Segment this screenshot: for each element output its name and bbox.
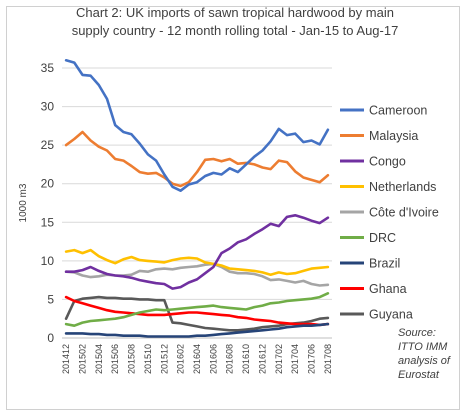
x-tick-label: 201510 xyxy=(143,344,153,374)
legend-label: Guyana xyxy=(369,308,413,322)
y-tick-label: 0 xyxy=(47,331,54,345)
x-tick-label: 201412 xyxy=(61,344,71,374)
series-line-cameroon xyxy=(64,58,330,192)
x-tick-label: 201502 xyxy=(77,344,87,374)
series-line-brazil xyxy=(64,322,330,338)
series-line-drc xyxy=(64,291,330,328)
source-note: Source: ITTO IMM analysis of Eurostat xyxy=(398,326,458,382)
source-line-1: Source: xyxy=(398,327,436,339)
x-tick-label: 201504 xyxy=(94,344,104,374)
legend-label: Ghana xyxy=(369,282,407,296)
source-line-4: Eurostat xyxy=(398,369,439,381)
x-tick-label: 201708 xyxy=(323,344,333,374)
series-line-malaysia xyxy=(64,130,330,188)
source-line-2: ITTO IMM xyxy=(398,341,448,353)
y-tick-label: 30 xyxy=(41,100,55,114)
source-line-3: analysis of xyxy=(398,355,450,367)
x-tick-label: 201506 xyxy=(110,344,120,374)
x-tick-label: 201610 xyxy=(241,344,251,374)
series-line-netherlands xyxy=(64,248,330,277)
legend-label: Brazil xyxy=(369,257,400,271)
y-tick-label: 10 xyxy=(41,254,55,268)
series-line-ghana xyxy=(64,295,330,327)
x-tick-label: 201612 xyxy=(257,344,267,374)
legend-label: Netherlands xyxy=(369,180,436,194)
x-tick-label: 201508 xyxy=(127,344,137,374)
y-tick-label: 5 xyxy=(47,292,54,306)
x-tick-label: 201608 xyxy=(225,344,235,374)
x-tick-label: 201604 xyxy=(192,344,202,374)
y-axis-label: 1000 m3 xyxy=(18,183,29,222)
series-line-congo xyxy=(64,214,330,290)
series-line-guyana xyxy=(64,295,330,332)
x-tick-label: 201706 xyxy=(307,344,317,374)
x-tick-label: 201512 xyxy=(159,344,169,374)
legend-label: Cameroon xyxy=(369,104,427,118)
y-tick-label: 35 xyxy=(41,61,55,75)
legend-label: Malaysia xyxy=(369,129,418,143)
y-tick-label: 20 xyxy=(41,177,55,191)
chart-title: Chart 2: UK imports of sawn tropical har… xyxy=(40,4,430,40)
legend-label: DRC xyxy=(369,231,396,245)
legend-label: Congo xyxy=(369,155,406,169)
y-tick-label: 25 xyxy=(41,138,55,152)
x-tick-label: 201702 xyxy=(274,344,284,374)
x-tick-label: 201704 xyxy=(290,344,300,374)
x-tick-label: 201602 xyxy=(176,344,186,374)
x-tick-label: 201606 xyxy=(208,344,218,374)
y-tick-label: 15 xyxy=(41,215,55,229)
chart-title-line-2: supply country - 12 month rolling total … xyxy=(71,23,399,38)
chart-title-line-1: Chart 2: UK imports of sawn tropical har… xyxy=(76,5,394,20)
legend-label: Côte d'Ivoire xyxy=(369,206,439,220)
